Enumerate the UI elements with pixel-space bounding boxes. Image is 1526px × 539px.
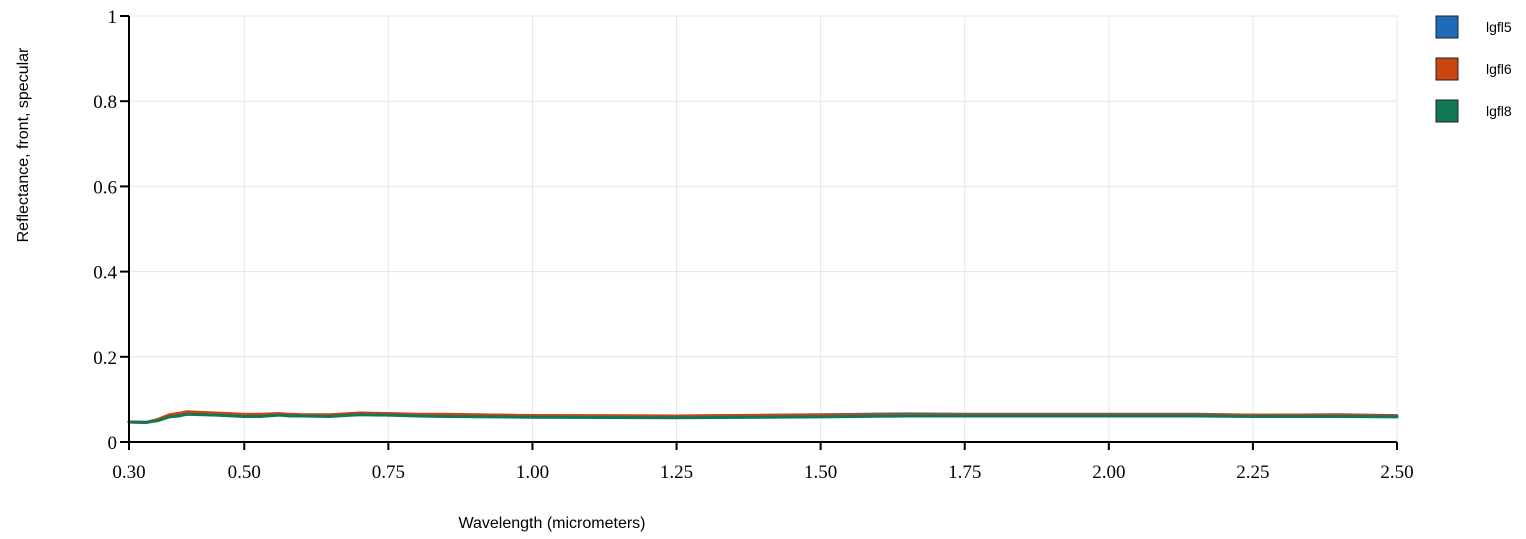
x-tick-label: 2.25 (1236, 462, 1269, 483)
y-axis-label: Reflectance, front, specular (15, 47, 32, 242)
legend-swatch-lgfl8 (1435, 99, 1459, 123)
tick-labels: 0.30 0.50 0.75 1.00 1.25 1.50 1.75 2.00 2.25 2.50… (93, 7, 1413, 483)
legend-label-lgfl5: lgfl5 (1486, 19, 1512, 35)
x-tick-label: 1.25 (660, 462, 693, 483)
x-tick-label: 1.00 (516, 462, 549, 483)
y-tick-label: 0.4 (93, 263, 117, 284)
y-tick-label: 0.8 (93, 92, 117, 113)
grid (129, 15, 1398, 442)
plot-area (127, 410, 1399, 424)
legend-label-lgfl6: lgfl6 (1486, 61, 1512, 77)
x-tick-label: 2.50 (1380, 462, 1413, 483)
x-axis-label: Wavelength (micrometers) (458, 515, 645, 532)
y-tick-label: 1 (108, 7, 118, 28)
legend-swatch-lgfl5 (1435, 15, 1459, 39)
axes (128, 16, 1397, 443)
series-line-lgfl8 (127, 412, 1399, 424)
x-tick-label: 0.75 (372, 462, 405, 483)
x-tick-label: 1.50 (804, 462, 837, 483)
legend-label-lgfl8: lgfl8 (1486, 103, 1512, 119)
y-tick-label: 0 (108, 433, 118, 454)
legend-swatch-lgfl6 (1435, 57, 1459, 81)
x-tick-label: 1.75 (948, 462, 981, 483)
y-tick-label: 0.2 (93, 348, 117, 369)
y-tick-label: 0.6 (93, 177, 117, 198)
legend: lgfl5 lgfl6 lgfl8 (1435, 15, 1512, 123)
x-tick-label: 2.00 (1092, 462, 1125, 483)
x-tick-label: 0.30 (112, 462, 145, 483)
x-tick-label: 0.50 (228, 462, 261, 483)
